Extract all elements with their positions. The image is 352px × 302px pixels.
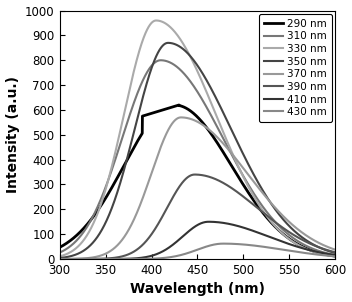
290 nm (333, 254, 338, 258)
410 nm (328, 252, 332, 256)
X-axis label: Wavelength (nm): Wavelength (nm) (130, 282, 265, 297)
330 nm (298, 244, 302, 248)
430 nm (89, 257, 93, 261)
390 nm (105, 257, 109, 260)
410 nm (57, 257, 62, 261)
330 nm (175, 33, 180, 37)
350 nm (163, 42, 168, 45)
310 nm (105, 181, 109, 184)
430 nm (105, 257, 109, 261)
430 nm (163, 256, 168, 260)
390 nm (298, 237, 302, 241)
330 nm (57, 255, 62, 258)
390 nm (89, 257, 93, 261)
330 nm (333, 255, 338, 258)
390 nm (57, 257, 62, 261)
430 nm (175, 254, 180, 258)
290 nm (57, 246, 62, 249)
410 nm (89, 257, 93, 261)
Line: 370 nm: 370 nm (59, 117, 335, 259)
430 nm (333, 255, 338, 258)
Line: 350 nm: 350 nm (59, 43, 335, 258)
Line: 290 nm: 290 nm (59, 105, 335, 256)
290 nm (328, 253, 332, 257)
370 nm (105, 251, 109, 255)
350 nm (298, 234, 302, 238)
350 nm (89, 243, 93, 246)
290 nm (105, 193, 109, 197)
370 nm (298, 230, 302, 233)
Legend: 290 nm, 310 nm, 330 nm, 350 nm, 370 nm, 390 nm, 410 nm, 430 nm: 290 nm, 310 nm, 330 nm, 350 nm, 370 nm, … (259, 14, 332, 122)
Y-axis label: Intensity (a.u.): Intensity (a.u.) (6, 76, 20, 193)
350 nm (105, 217, 109, 220)
330 nm (105, 182, 109, 185)
370 nm (163, 134, 168, 138)
290 nm (163, 107, 168, 111)
430 nm (221, 242, 225, 246)
Line: 430 nm: 430 nm (59, 244, 335, 259)
310 nm (57, 251, 62, 254)
350 nm (333, 251, 338, 255)
430 nm (328, 254, 332, 258)
410 nm (175, 239, 180, 243)
390 nm (328, 249, 332, 253)
430 nm (298, 251, 302, 254)
330 nm (89, 226, 93, 230)
410 nm (206, 220, 210, 223)
330 nm (154, 19, 158, 22)
310 nm (163, 59, 168, 63)
390 nm (163, 209, 168, 213)
350 nm (175, 43, 180, 47)
370 nm (333, 248, 338, 252)
390 nm (175, 188, 180, 192)
390 nm (193, 173, 197, 176)
370 nm (179, 116, 183, 119)
290 nm (89, 218, 93, 221)
330 nm (163, 21, 168, 25)
310 nm (159, 59, 163, 62)
310 nm (89, 218, 93, 222)
Line: 310 nm: 310 nm (59, 60, 335, 255)
290 nm (175, 104, 180, 107)
Line: 410 nm: 410 nm (59, 222, 335, 259)
Line: 390 nm: 390 nm (59, 175, 335, 259)
370 nm (328, 246, 332, 250)
410 nm (105, 257, 109, 261)
410 nm (298, 246, 302, 249)
290 nm (177, 103, 181, 107)
310 nm (328, 252, 332, 256)
310 nm (333, 253, 338, 257)
430 nm (57, 257, 62, 261)
390 nm (333, 250, 338, 254)
350 nm (328, 250, 332, 253)
310 nm (175, 66, 180, 69)
Line: 330 nm: 330 nm (59, 21, 335, 256)
370 nm (175, 117, 180, 120)
290 nm (298, 244, 302, 247)
410 nm (333, 253, 338, 257)
310 nm (298, 241, 302, 244)
330 nm (328, 254, 332, 257)
350 nm (166, 41, 170, 45)
410 nm (163, 248, 168, 252)
370 nm (89, 256, 93, 259)
350 nm (57, 256, 62, 260)
370 nm (57, 257, 62, 261)
